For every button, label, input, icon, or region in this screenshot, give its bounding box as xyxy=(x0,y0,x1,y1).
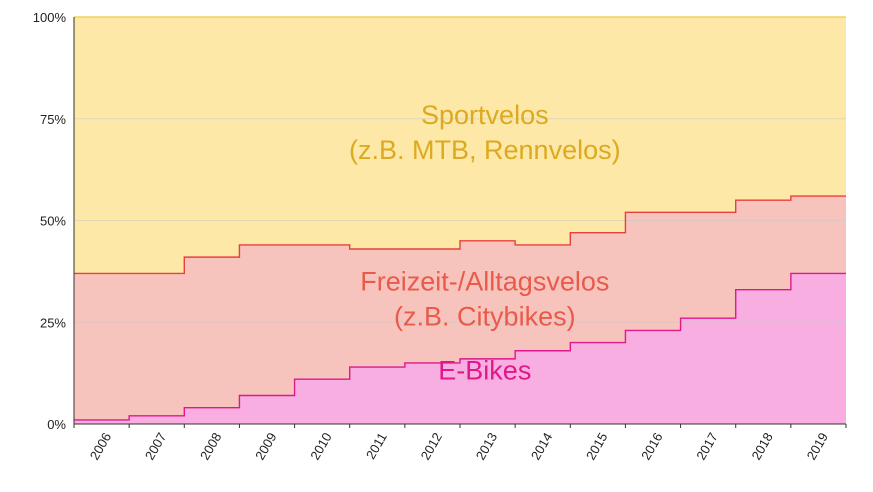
y-tick-label: 25% xyxy=(40,315,66,330)
x-tick-label: 2010 xyxy=(307,430,334,463)
x-tick-label: 2016 xyxy=(638,430,665,463)
x-tick-label: 2015 xyxy=(583,430,610,463)
x-tick-label: 2009 xyxy=(252,430,279,463)
area-freizeit xyxy=(74,196,846,420)
series-lines xyxy=(74,16,846,421)
x-tick-label: 2007 xyxy=(142,430,169,463)
area-label-sport: Sportvelos xyxy=(421,100,549,130)
series-labels: E-Bikes Freizeit-/Alltagsvelos (z.B. Cityb… xyxy=(349,100,621,386)
area-label-ebikes: E-Bikes xyxy=(438,356,531,386)
y-tick-label: 0% xyxy=(47,417,66,432)
y-tick-label: 50% xyxy=(40,214,66,229)
y-tick-label: 75% xyxy=(40,112,66,127)
x-tick-label: 2019 xyxy=(804,430,831,463)
x-tick-label: 2008 xyxy=(197,430,224,463)
x-tick-label: 2006 xyxy=(87,430,114,463)
x-tick-label: 2012 xyxy=(418,430,445,463)
area-ebikes xyxy=(74,273,846,424)
y-tick-label: 100% xyxy=(33,10,67,25)
x-tick-label: 2017 xyxy=(693,430,720,463)
area-label-sport: (z.B. MTB, Rennvelos) xyxy=(349,135,621,165)
area-label-freizeit: Freizeit-/Alltagsvelos xyxy=(360,266,609,296)
x-tick-label: 2011 xyxy=(363,430,390,462)
area-label-freizeit: (z.B. Citybikes) xyxy=(394,301,576,331)
x-tick-label: 2013 xyxy=(473,430,500,463)
line-freizeit xyxy=(74,195,846,275)
x-tick-label: 2018 xyxy=(748,430,775,463)
line-ebikes xyxy=(74,272,846,421)
area-series-group xyxy=(74,17,846,424)
area-sport xyxy=(74,17,846,274)
x-tick-label: 2014 xyxy=(528,430,555,463)
